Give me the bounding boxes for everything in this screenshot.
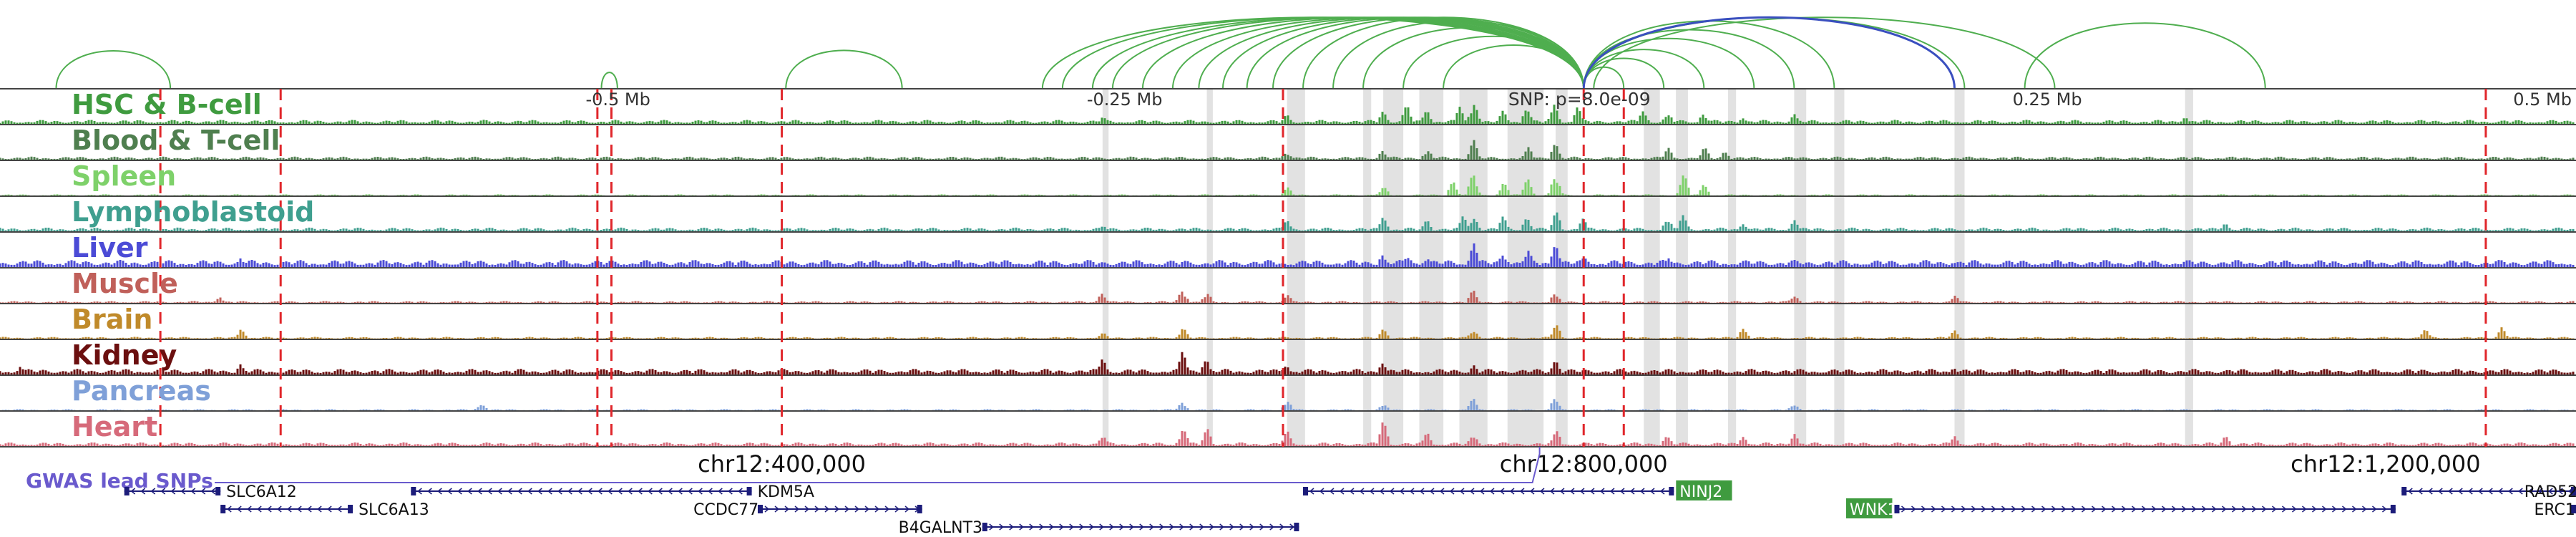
gene-exon: [1669, 487, 1674, 495]
track-signal: [0, 212, 2575, 232]
offset-label: 0.5 Mb: [2513, 90, 2572, 110]
gene-exon: [2401, 487, 2407, 495]
gene-label: ERC1: [2534, 501, 2575, 519]
gene-highlight-box: [1676, 480, 1732, 500]
track-signal: [0, 105, 2575, 125]
gene-exon: [2390, 505, 2396, 513]
gene-exon: [757, 505, 763, 513]
red-dashed-markers: [159, 89, 2487, 447]
loop-arc: [600, 72, 618, 90]
loop-arc-blue: [1582, 16, 1956, 90]
offset-label: -0.25 Mb: [1087, 90, 1163, 110]
loop-arc: [1593, 16, 2056, 90]
track-label-hsc-b-cell: HSC & B-cell: [72, 89, 262, 120]
signal-tracks: [0, 88, 2576, 448]
gene-label: SLC6A12: [226, 483, 297, 501]
track-brain: [0, 325, 2576, 340]
track-label-brain: Brain: [72, 304, 152, 335]
track-hsc-b-cell: [0, 105, 2576, 125]
gene-label: B4GALNT3: [899, 519, 982, 537]
coordinate-label: chr12:800,000: [1500, 450, 1668, 478]
gene-exon: [2571, 487, 2576, 495]
track-liver: [0, 243, 2576, 268]
gene-exon: [220, 505, 226, 513]
loop-arc: [55, 50, 172, 90]
track-label-spleen: Spleen: [72, 160, 176, 192]
gene-highlight-box: [1845, 498, 1893, 518]
gene-wnk1: WNK1: [1845, 498, 2396, 519]
loop-arc: [1402, 35, 1585, 90]
track-signal: [0, 243, 2575, 268]
gene-slc6a13: SLC6A13: [220, 501, 429, 519]
gene-label: WNK1: [1850, 501, 1898, 519]
gene-exon: [1303, 487, 1309, 495]
offset-label: -0.5 Mb: [585, 90, 650, 110]
loop-arc: [2024, 22, 2266, 90]
gwas-lead-snps-label: GWAS lead SNPs: [26, 469, 213, 493]
strand-arrows: [226, 505, 352, 513]
track-label-blood-t-cell: Blood & T-cell: [72, 125, 280, 156]
track-kidney: [0, 352, 2576, 376]
loop-arc: [785, 49, 903, 90]
gene-exon: [1894, 505, 1900, 513]
gene-erc1: ERC1: [2534, 501, 2576, 519]
offset-labels: -0.5 Mb -0.25 Mb 0.25 Mb 0.5 Mb: [585, 90, 2572, 110]
snp-label: SNP: p=8.0e-09: [1508, 89, 1651, 110]
gene-b4galnt3: B4GALNT3: [899, 519, 1299, 537]
track-spleen: [0, 175, 2576, 197]
track-label-lymphoblastoid: Lymphoblastoid: [72, 196, 314, 228]
loop-arc: [1443, 44, 1585, 90]
gene-exon: [124, 487, 130, 495]
track-label-heart: Heart: [72, 411, 157, 442]
gene-kdm5a: KDM5A: [411, 483, 814, 501]
gene-exon: [2571, 505, 2576, 513]
track-blood-t-cell: [0, 140, 2576, 161]
gene-label: RAD52: [2524, 483, 2576, 501]
coordinate-label: chr12:400,000: [698, 450, 866, 478]
track-pancreas: [0, 399, 2576, 412]
strand-arrows: [2408, 488, 2573, 495]
gene-exon: [348, 505, 353, 513]
strand-arrows: [764, 505, 920, 513]
coordinate-label: chr12:1,200,000: [2290, 450, 2480, 478]
strand-arrows: [1901, 505, 2387, 513]
gene-label: NINJ2: [1679, 483, 1722, 501]
strand-arrows: [417, 488, 743, 495]
gene-exon: [215, 487, 221, 495]
gene-ninj2: NINJ2: [1303, 480, 1732, 501]
gene-exon: [1294, 523, 1299, 531]
coordinate-labels: chr12:400,000 chr12:800,000 chr12:1,200,00…: [698, 450, 2480, 478]
gene-slc6a12: SLC6A12: [124, 483, 297, 501]
track-heart: [0, 422, 2576, 448]
track-signal: [0, 422, 2575, 447]
gene-exon: [917, 505, 922, 513]
track-signal: [0, 352, 2575, 375]
track-muscle: [0, 291, 2576, 304]
gene-exon: [746, 487, 752, 495]
chromatin-loops: [55, 16, 2266, 90]
strand-arrows: [989, 523, 1294, 531]
gwas-track: GWAS lead SNPs: [26, 447, 1541, 493]
track-labels: HSC & B-cell Blood & T-cell Spleen Lymphobl…: [72, 89, 314, 442]
gene-label: SLC6A13: [358, 501, 429, 519]
gwas-snp-line: [215, 447, 1541, 483]
loop-arc: [1362, 26, 1585, 90]
offset-label: 0.25 Mb: [2013, 90, 2082, 110]
track-label-kidney: Kidney: [72, 339, 177, 371]
track-label-pancreas: Pancreas: [72, 375, 211, 407]
strand-arrows: [130, 488, 216, 495]
gene-rad52: RAD52: [2401, 483, 2576, 501]
gene-exon: [982, 523, 987, 531]
gene-label: CCDC77: [693, 501, 758, 519]
strand-arrows: [1309, 488, 1665, 495]
track-label-liver: Liver: [72, 232, 148, 263]
track-label-muscle: Muscle: [72, 268, 178, 299]
gene-ccdc77: CCDC77: [693, 501, 922, 519]
gene-exon: [411, 487, 416, 495]
gene-label: KDM5A: [758, 483, 814, 501]
track-lymphoblastoid: [0, 212, 2576, 233]
snp-annotation: SNP: p=8.0e-09: [1508, 89, 1651, 110]
